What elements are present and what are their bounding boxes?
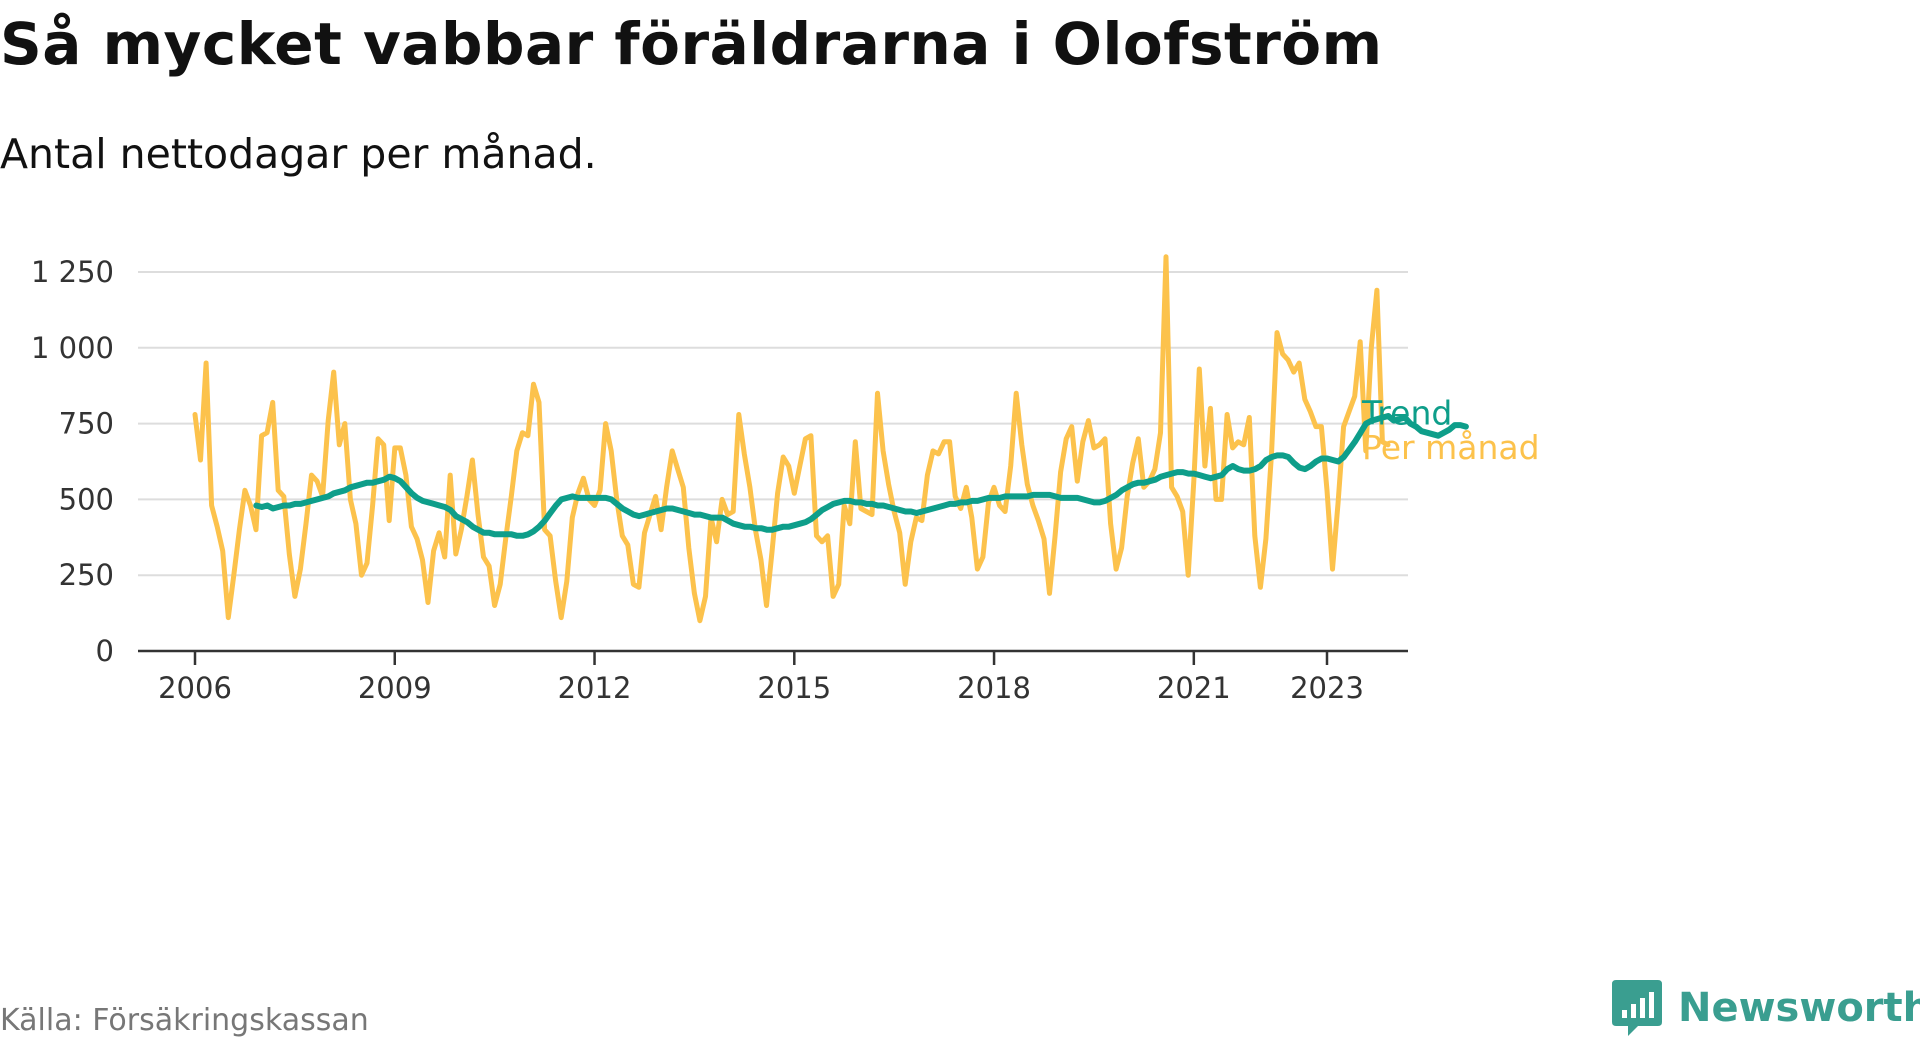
y-tick-label: 750 [59,407,114,441]
x-tick-label: 2012 [558,671,632,705]
newsworthy-logo: Newsworthy [1612,980,1920,1036]
x-tick-label: 2021 [1157,671,1231,705]
trend-label: Trend [1361,394,1452,433]
x-tick-label: 2006 [158,671,232,705]
chart-title: Så mycket vabbar föräldrarna i Olofström [0,10,1383,78]
series-lines [192,254,1469,624]
source-note: Källa: Försäkringskassan [0,1003,369,1038]
brand-name: Newsworthy [1678,985,1920,1031]
y-axis-ticks: 0 250 500 750 1 000 1 250 [31,255,114,668]
trend-line [253,413,1469,539]
y-tick-label: 1 000 [31,331,114,365]
y-tick-label: 250 [59,558,114,592]
x-tick-label: 2018 [957,671,1031,705]
y-tick-label: 0 [96,634,114,668]
newsworthy-logo-icon [1612,980,1662,1036]
monthly-line [192,254,1391,624]
x-tick-label: 2023 [1290,671,1364,705]
y-tick-label: 500 [59,482,114,516]
chart-subtitle: Antal nettodagar per månad. [0,130,597,178]
x-tick-label: 2009 [358,671,432,705]
x-axis-ticks: 2006 2009 2012 2015 2018 2021 2023 [158,651,1364,705]
monthly-label: Per månad [1362,428,1540,467]
y-tick-label: 1 250 [31,255,114,289]
grid-lines [138,271,1408,653]
x-tick-label: 2015 [757,671,831,705]
